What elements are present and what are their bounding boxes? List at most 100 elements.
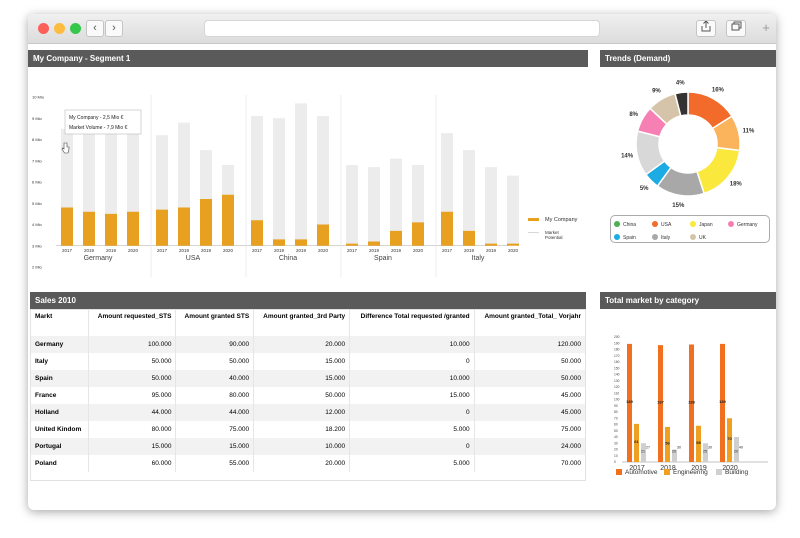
legend-market-label-1: Market	[545, 230, 560, 235]
market-bar[interactable]	[463, 150, 475, 246]
table-row[interactable]: United Kindom 80.000 75.000 18.200 5.000 75.0…	[31, 421, 585, 438]
market-bar[interactable]	[317, 116, 329, 246]
tabs-icon[interactable]	[726, 20, 746, 37]
company-bar[interactable]	[127, 211, 139, 246]
year-tick-label: 2017	[157, 248, 168, 253]
column-header[interactable]: Markt	[35, 313, 53, 320]
column-header[interactable]: Amount granted STS	[175, 310, 254, 336]
hand-cursor-icon	[61, 142, 70, 154]
market-bar[interactable]	[390, 158, 402, 246]
company-bar[interactable]	[441, 211, 453, 246]
table-cell: 20.000	[253, 336, 350, 353]
table-cell: 45.000	[473, 404, 585, 421]
donut-slice[interactable]	[674, 91, 689, 117]
company-bar[interactable]	[463, 230, 475, 246]
company-bar[interactable]	[507, 243, 519, 246]
table-row[interactable]: Poland 60.000 55.000 20.000 5.000 70.000	[31, 455, 585, 472]
market-bar[interactable]	[251, 116, 263, 246]
bar-value-label: 70	[727, 436, 732, 441]
minimize-window-button[interactable]	[54, 23, 65, 34]
group-label: China	[279, 255, 297, 262]
maximize-window-button[interactable]	[70, 23, 81, 34]
year-tick-label: 2019	[274, 248, 285, 253]
legend-swatch	[614, 234, 620, 240]
category-bar[interactable]	[696, 425, 701, 462]
table-cell: Portugal	[31, 438, 89, 455]
column-header[interactable]: Amount granted_3rd Party	[253, 310, 350, 336]
market-bar[interactable]	[346, 165, 358, 246]
category-bar[interactable]	[703, 443, 708, 462]
y-tick-label: 140	[614, 373, 620, 377]
company-bar[interactable]	[390, 230, 402, 246]
company-bar[interactable]	[251, 220, 263, 246]
company-bar[interactable]	[105, 213, 117, 246]
y-tick-label: 10 Mio	[32, 95, 45, 100]
year-tick-label: 2020	[508, 248, 519, 253]
bar-value-label: 27	[646, 445, 650, 449]
company-bar[interactable]	[317, 224, 329, 246]
year-tick-label: 2019	[486, 248, 497, 253]
market-bar[interactable]	[507, 175, 519, 246]
tooltip-line-1: My Company - 2,5 Mio €	[69, 115, 124, 121]
table-row[interactable]: Portugal 15.000 15.000 10.000 0 24.000	[31, 438, 585, 455]
table-row[interactable]: Germany 100.000 90.000 20.000 10.000 120.000	[31, 336, 585, 353]
company-bar[interactable]	[178, 207, 190, 246]
slice-label: 9%	[652, 89, 661, 95]
column-header[interactable]: Amount requested_STS	[88, 310, 176, 336]
legend-label: China	[623, 222, 636, 228]
table-row[interactable]: Holland 44.000 44.000 12.000 0 45.000	[31, 404, 585, 421]
category-bar[interactable]	[641, 443, 646, 462]
company-bar[interactable]	[61, 207, 73, 246]
column-header[interactable]: Amount granted_Total_ Vorjahr	[473, 310, 585, 336]
category-bar[interactable]	[658, 345, 663, 462]
sales-table: Markt Amount requested_STS Amount grante…	[31, 310, 585, 472]
company-bar[interactable]	[200, 199, 212, 246]
market-bar[interactable]	[273, 118, 285, 246]
table-cell: 15.000	[88, 438, 176, 455]
year-tick-label: 2017	[347, 248, 358, 253]
market-bar[interactable]	[295, 103, 307, 246]
category-bar[interactable]	[734, 437, 739, 462]
company-bar[interactable]	[412, 222, 424, 246]
address-bar[interactable]	[204, 20, 600, 37]
table-row[interactable]: Italy 50.000 50.000 15.000 0 50.000	[31, 353, 585, 370]
forward-button[interactable]: ›	[105, 20, 123, 37]
table-row[interactable]: France 95.000 80.000 50.000 15.000 45.000	[31, 387, 585, 404]
table-cell: 50.000	[88, 370, 176, 387]
back-button[interactable]: ‹	[86, 20, 104, 37]
column-header[interactable]: Difference Total requested /granted	[349, 310, 475, 336]
market-bar[interactable]	[368, 167, 380, 246]
category-bar[interactable]	[720, 343, 725, 462]
y-tick-label: 3 Mio	[32, 243, 43, 248]
y-tick-label: 7 Mio	[32, 158, 43, 163]
company-bar[interactable]	[156, 209, 168, 246]
table-cell: United Kindom	[35, 426, 82, 433]
company-bar[interactable]	[368, 241, 380, 246]
category-bar[interactable]	[634, 423, 639, 462]
slice-label: 4%	[676, 80, 685, 86]
company-bar[interactable]	[485, 243, 497, 246]
company-bar[interactable]	[273, 239, 285, 246]
table-cell: 80.000	[88, 421, 176, 438]
category-bar[interactable]	[727, 418, 732, 462]
table-cell: 75.000	[473, 421, 585, 438]
company-bar[interactable]	[222, 194, 234, 246]
trends-legend: China USA Japan Germany Spain Italy UK	[610, 215, 770, 243]
y-tick-label: 150	[614, 366, 620, 370]
category-bar[interactable]	[689, 344, 694, 463]
close-window-button[interactable]	[38, 23, 49, 34]
category-bar[interactable]	[627, 343, 632, 462]
category-bar[interactable]	[672, 449, 677, 463]
legend-swatch	[664, 469, 670, 475]
table-cell: 5.000	[349, 455, 475, 472]
share-icon[interactable]	[696, 20, 716, 37]
company-bar[interactable]	[83, 211, 95, 246]
company-bar[interactable]	[295, 239, 307, 246]
new-tab-icon[interactable]: +	[762, 20, 770, 35]
table-cell: 10.000	[349, 370, 475, 387]
category-bar[interactable]	[665, 427, 670, 462]
table-row[interactable]: Spain 50.000 40.000 15.000 10.000 50.000	[31, 370, 585, 387]
market-bar[interactable]	[485, 167, 497, 246]
company-bar[interactable]	[346, 243, 358, 246]
y-tick-label: 200	[614, 335, 620, 339]
